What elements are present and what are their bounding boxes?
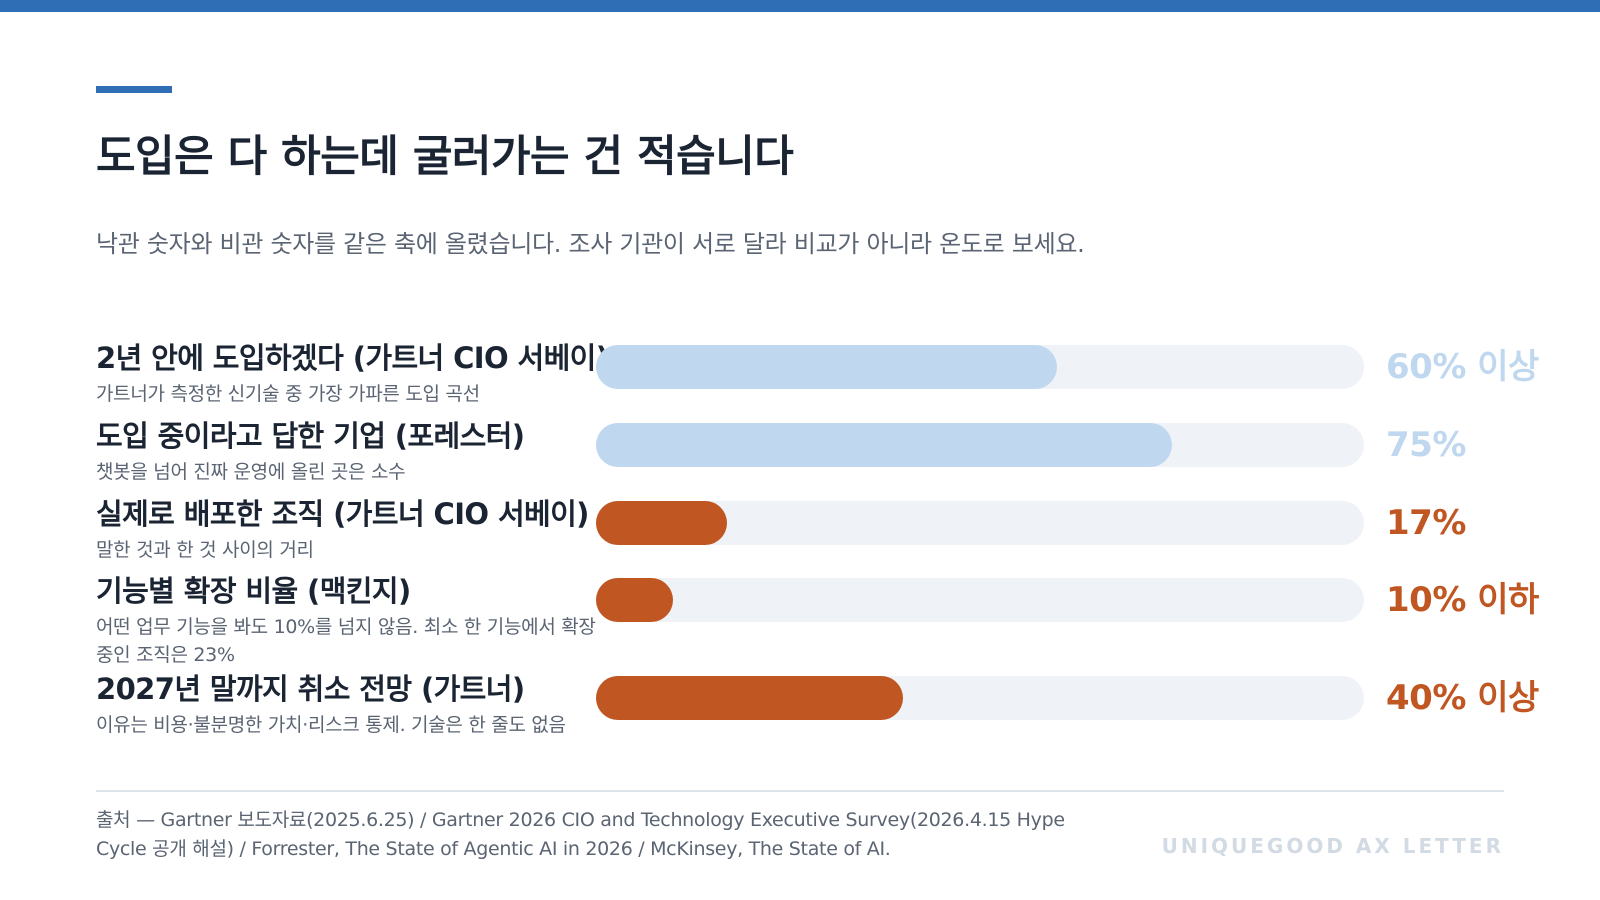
category-description: 이유는 비용·불분명한 가치·리스크 통제. 기술은 한 줄도 없음 [96, 714, 566, 736]
top-accent-bar [0, 0, 1600, 12]
category-label: 실제로 배포한 조직 (가트너 CIO 서베이) [96, 497, 589, 531]
bar-fill [596, 676, 903, 720]
category-label: 2년 안에 도입하겠다 (가트너 CIO 서베이) [96, 341, 609, 375]
bar-track [596, 345, 1364, 389]
category-label: 2027년 말까지 취소 전망 (가트너) [96, 672, 525, 706]
bar-fill [596, 423, 1172, 467]
bar-fill [596, 501, 727, 545]
footer-divider [96, 790, 1504, 792]
title-accent-line [96, 86, 172, 93]
category-description: 챗봇을 넘어 진짜 운영에 올린 곳은 소수 [96, 461, 406, 483]
bar-track [596, 423, 1364, 467]
source-note: 출처 — Gartner 보도자료(2025.6.25) / Gartner 2… [96, 809, 1065, 860]
bar-row-label: 2027년 말까지 취소 전망 (가트너) 이유는 비용·불분명한 가치·리스크 … [96, 671, 596, 739]
category-description: 어떤 업무 기능을 봐도 10%를 넘지 않음. 최소 한 기능에서 확장 중인… [96, 616, 596, 666]
value-label: 40% 이상 [1386, 678, 1539, 718]
value-label: 75% [1386, 425, 1466, 465]
bar-track [596, 578, 1364, 622]
bar-fill [596, 578, 673, 622]
bar-fill [596, 345, 1057, 389]
page-subtitle: 낙관 숫자와 비관 숫자를 같은 축에 올렸습니다. 조사 기관이 서로 달라 … [96, 230, 1085, 258]
bar-row-label: 2년 안에 도입하겠다 (가트너 CIO 서베이) 가트너가 측정한 신기술 중 … [96, 340, 609, 408]
brand-wordmark: UNIQUEGOOD AX LETTER [1161, 834, 1504, 858]
bar-row-label: 도입 중이라고 답한 기업 (포레스터) 챗봇을 넘어 진짜 운영에 올린 곳은 … [96, 418, 596, 486]
value-label: 60% 이상 [1386, 347, 1539, 387]
category-label: 도입 중이라고 답한 기업 (포레스터) [96, 419, 525, 453]
bar-row-label: 실제로 배포한 조직 (가트너 CIO 서베이) 말한 것과 한 것 사이의 거리 [96, 496, 596, 564]
page-title: 도입은 다 하는데 굴러가는 건 적습니다 [96, 132, 794, 182]
bar-track [596, 501, 1364, 545]
value-label: 10% 이하 [1386, 580, 1539, 620]
bar-track [596, 676, 1364, 720]
category-description: 가트너가 측정한 신기술 중 가장 가파른 도입 곡선 [96, 383, 480, 405]
category-description: 말한 것과 한 것 사이의 거리 [96, 539, 314, 561]
category-label: 기능별 확장 비율 (맥킨지) [96, 574, 411, 608]
bar-row-label: 기능별 확장 비율 (맥킨지) 어떤 업무 기능을 봐도 10%를 넘지 않음. … [96, 573, 596, 669]
value-label: 17% [1386, 503, 1466, 543]
